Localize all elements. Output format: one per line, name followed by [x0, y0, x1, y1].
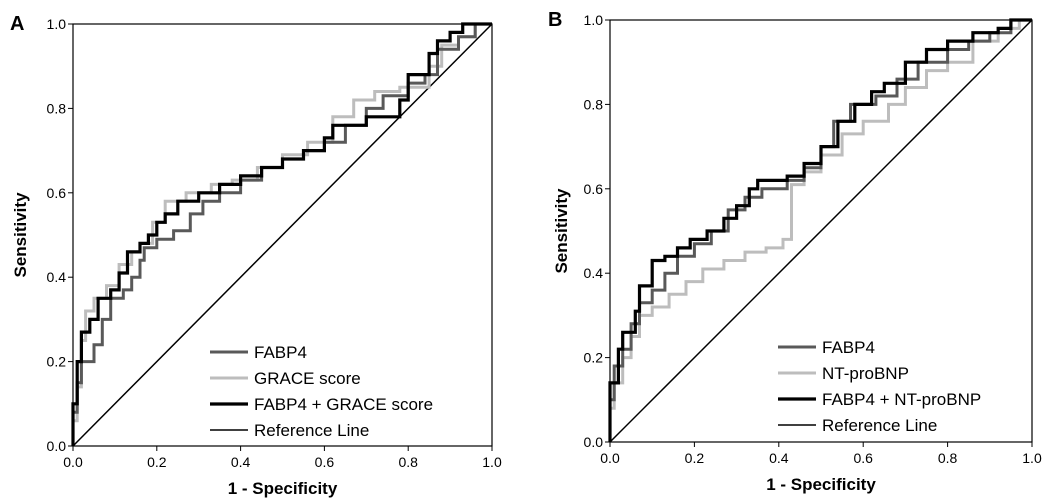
x-axis-title: 1 - Specificity [766, 475, 876, 494]
x-tick-label: 0.4 [769, 450, 789, 466]
x-tick-label: 0.6 [853, 450, 873, 466]
y-tick-label: 0.8 [47, 100, 67, 116]
legend-label: NT-proBNP [822, 364, 909, 383]
y-axis-title: Sensitivity [11, 192, 30, 278]
y-tick-label: 0.4 [47, 269, 67, 285]
y-tick-label: 0.6 [584, 181, 604, 197]
y-tick-label: 0.6 [47, 185, 67, 201]
x-tick-label: 1.0 [1022, 450, 1042, 466]
x-tick-label: 0.8 [938, 450, 958, 466]
x-tick-label: 0.0 [600, 450, 620, 466]
panel-letter: A [10, 13, 24, 35]
x-axis-title: 1 - Specificity [228, 479, 338, 498]
y-axis-title: Sensitivity [552, 188, 571, 274]
y-tick-label: 0.2 [47, 354, 67, 370]
y-tick-label: 0.0 [47, 438, 67, 454]
y-tick-label: 0.4 [584, 265, 604, 281]
y-tick-label: 0.8 [584, 96, 604, 112]
x-tick-label: 0.2 [147, 454, 167, 470]
legend-label: GRACE score [254, 369, 361, 388]
panel-letter: B [548, 9, 562, 31]
y-tick-label: 0.0 [584, 434, 604, 450]
x-tick-label: 0.4 [231, 454, 251, 470]
legend-label: FABP4 + GRACE score [254, 395, 433, 414]
y-tick-label: 0.2 [584, 350, 604, 366]
panel-a: A 0.0 0.2 0.4 0.6 0.8 1.0 0.0 0.2 0.4 0.6 0.8 1.0 1 -… [10, 13, 502, 498]
roc-line-grace-score [71, 22, 492, 446]
roc-line-fabp4-grace-score [71, 22, 492, 446]
roc-line-reference-line [609, 19, 1033, 443]
legend-label: FABP4 + NT-proBNP [822, 390, 981, 409]
y-tick-label: 1.0 [584, 12, 604, 28]
x-tick-label: 0.8 [398, 454, 418, 470]
roc-line-nt-probnp [608, 18, 1032, 442]
x-tick-label: 0.6 [315, 454, 335, 470]
legend-label: Reference Line [254, 421, 369, 440]
x-tick-label: 0.0 [63, 454, 83, 470]
plot-frame [609, 19, 1033, 443]
plot-frame [72, 23, 493, 447]
legend-label: FABP4 [822, 338, 875, 357]
roc-line-fabp4 [608, 18, 1032, 442]
legend-label: Reference Line [822, 416, 937, 435]
y-tick-label: 1.0 [47, 16, 67, 32]
x-tick-label: 0.2 [685, 450, 705, 466]
panel-b: B 0.0 0.2 0.4 0.6 0.8 1.0 0.0 0.2 0.4 0.6 0.8 1.0 1 -… [548, 9, 1042, 494]
roc-line-fabp4-nt-probnp [608, 18, 1032, 442]
x-tick-label: 1.0 [482, 454, 502, 470]
roc-line-reference-line [72, 23, 493, 447]
legend-label: FABP4 [254, 343, 307, 362]
